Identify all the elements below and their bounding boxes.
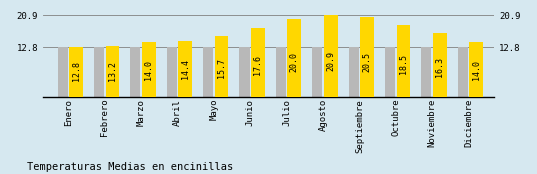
Text: 17.6: 17.6 xyxy=(253,55,263,75)
Bar xyxy=(312,47,322,97)
Bar xyxy=(215,36,228,97)
Bar xyxy=(287,19,301,97)
Text: 14.4: 14.4 xyxy=(180,59,190,79)
Text: 18.5: 18.5 xyxy=(399,54,408,74)
Bar xyxy=(203,47,213,97)
Bar xyxy=(166,47,177,97)
Bar xyxy=(130,47,141,97)
Bar xyxy=(106,46,119,97)
Bar xyxy=(469,42,483,97)
Text: 20.5: 20.5 xyxy=(362,52,372,72)
Text: 20.9: 20.9 xyxy=(326,51,335,71)
Bar xyxy=(69,47,83,97)
Text: 14.0: 14.0 xyxy=(471,60,481,80)
Text: 13.2: 13.2 xyxy=(108,61,117,81)
Bar xyxy=(276,47,286,97)
Bar xyxy=(385,47,395,97)
Bar xyxy=(178,41,192,97)
Text: 14.0: 14.0 xyxy=(144,60,154,80)
Bar xyxy=(422,47,431,97)
Bar xyxy=(324,15,338,97)
Text: 15.7: 15.7 xyxy=(217,58,226,78)
Bar xyxy=(458,47,468,97)
Text: Temperaturas Medias en encinillas: Temperaturas Medias en encinillas xyxy=(27,162,233,172)
Text: 16.3: 16.3 xyxy=(436,57,444,77)
Bar xyxy=(94,47,104,97)
Text: 20.0: 20.0 xyxy=(290,52,299,72)
Bar xyxy=(57,47,68,97)
Bar xyxy=(240,47,250,97)
Bar xyxy=(251,28,265,97)
Bar xyxy=(142,42,156,97)
Text: 12.8: 12.8 xyxy=(71,61,81,81)
Bar xyxy=(349,47,359,97)
Bar xyxy=(396,25,410,97)
Bar xyxy=(360,17,374,97)
Bar xyxy=(433,33,447,97)
